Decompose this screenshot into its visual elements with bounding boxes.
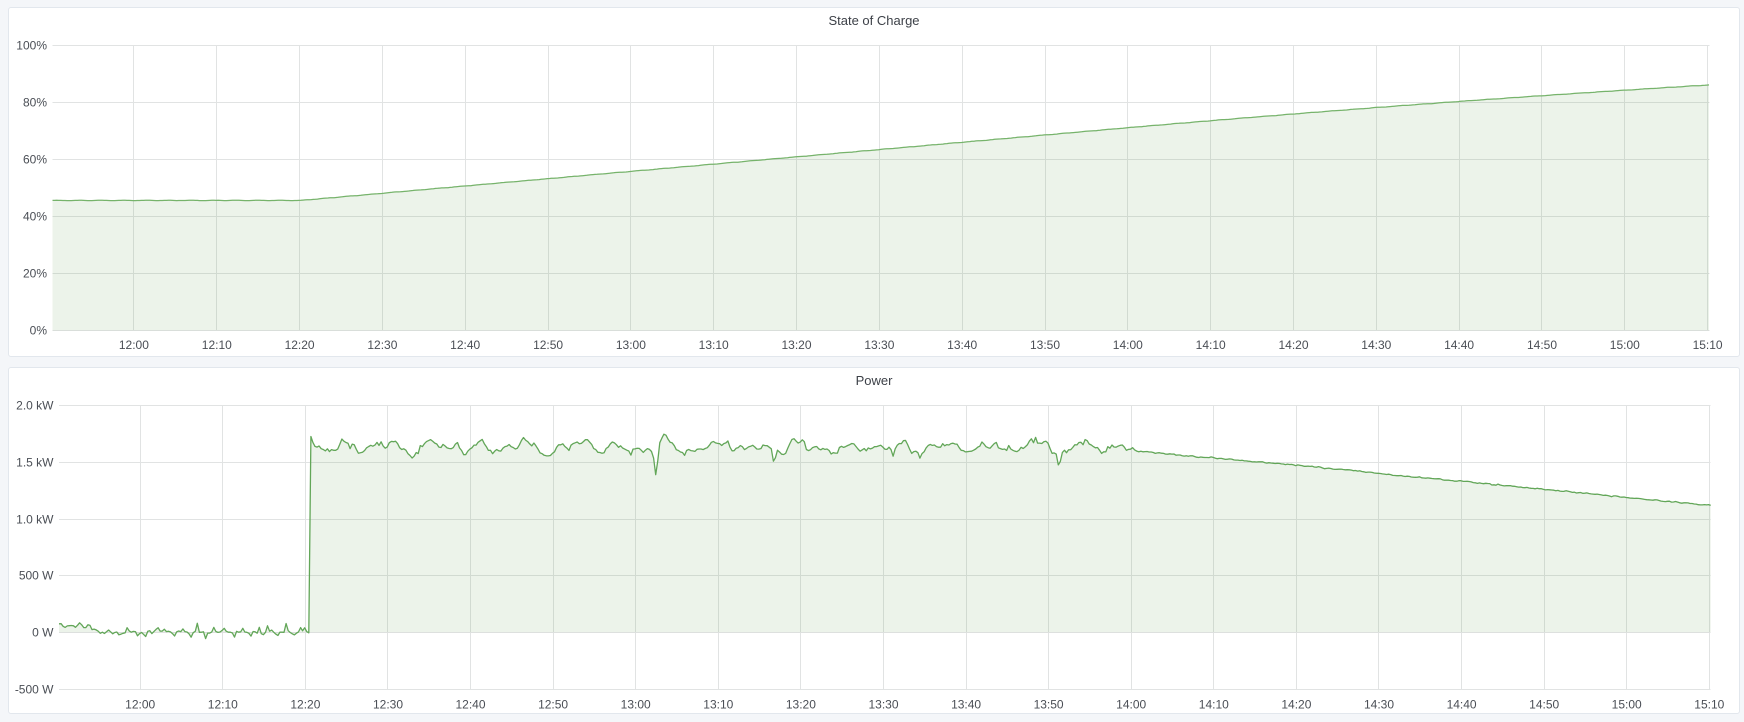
- svg-text:13:20: 13:20: [781, 338, 811, 352]
- svg-text:20%: 20%: [23, 267, 47, 281]
- svg-text:12:50: 12:50: [538, 698, 568, 712]
- svg-text:1.0 kW: 1.0 kW: [16, 513, 54, 527]
- svg-text:14:20: 14:20: [1281, 698, 1311, 712]
- svg-text:12:00: 12:00: [125, 698, 155, 712]
- svg-text:13:50: 13:50: [1030, 338, 1060, 352]
- svg-text:13:10: 13:10: [703, 698, 733, 712]
- svg-text:14:50: 14:50: [1527, 338, 1557, 352]
- svg-text:14:10: 14:10: [1196, 338, 1226, 352]
- svg-text:13:30: 13:30: [864, 338, 894, 352]
- svg-text:15:10: 15:10: [1694, 698, 1724, 712]
- svg-text:15:00: 15:00: [1612, 698, 1642, 712]
- svg-text:12:00: 12:00: [119, 338, 149, 352]
- svg-text:12:40: 12:40: [455, 698, 485, 712]
- svg-text:15:00: 15:00: [1610, 338, 1640, 352]
- svg-text:13:40: 13:40: [947, 338, 977, 352]
- svg-text:500 W: 500 W: [19, 569, 54, 583]
- svg-text:13:40: 13:40: [951, 698, 981, 712]
- svg-text:0 W: 0 W: [32, 626, 54, 640]
- svg-text:2.0 kW: 2.0 kW: [16, 399, 54, 413]
- svg-text:40%: 40%: [23, 210, 47, 224]
- svg-text:15:10: 15:10: [1693, 338, 1723, 352]
- svg-text:14:50: 14:50: [1529, 698, 1559, 712]
- svg-text:13:20: 13:20: [786, 698, 816, 712]
- svg-text:12:50: 12:50: [533, 338, 563, 352]
- svg-text:1.5 kW: 1.5 kW: [16, 456, 54, 470]
- svg-text:12:10: 12:10: [202, 338, 232, 352]
- svg-text:13:50: 13:50: [1034, 698, 1064, 712]
- svg-text:14:00: 14:00: [1116, 698, 1146, 712]
- svg-text:14:10: 14:10: [1199, 698, 1229, 712]
- svg-text:13:30: 13:30: [868, 698, 898, 712]
- svg-text:100%: 100%: [16, 39, 47, 53]
- svg-text:12:20: 12:20: [285, 338, 315, 352]
- svg-text:12:10: 12:10: [208, 698, 238, 712]
- svg-text:14:30: 14:30: [1361, 338, 1391, 352]
- svg-text:14:20: 14:20: [1278, 338, 1308, 352]
- svg-text:14:40: 14:40: [1447, 698, 1477, 712]
- svg-text:12:20: 12:20: [290, 698, 320, 712]
- svg-text:0%: 0%: [30, 324, 48, 338]
- svg-text:14:30: 14:30: [1364, 698, 1394, 712]
- svg-text:12:30: 12:30: [367, 338, 397, 352]
- svg-text:12:40: 12:40: [450, 338, 480, 352]
- svg-text:-500 W: -500 W: [15, 683, 54, 697]
- svg-text:13:00: 13:00: [621, 698, 651, 712]
- svg-text:80%: 80%: [23, 96, 47, 110]
- svg-text:14:40: 14:40: [1444, 338, 1474, 352]
- svg-text:60%: 60%: [23, 153, 47, 167]
- svg-text:12:30: 12:30: [373, 698, 403, 712]
- svg-text:13:00: 13:00: [616, 338, 646, 352]
- svg-text:13:10: 13:10: [699, 338, 729, 352]
- svg-text:14:00: 14:00: [1113, 338, 1143, 352]
